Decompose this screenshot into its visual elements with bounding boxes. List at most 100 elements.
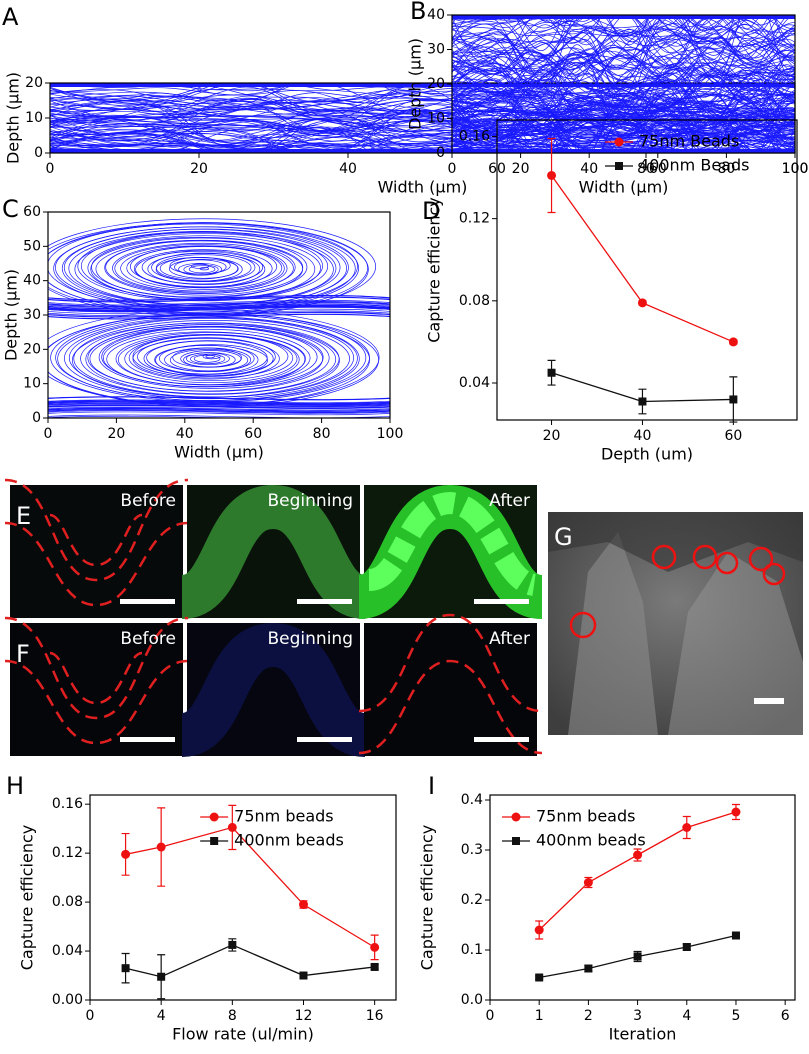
streamline xyxy=(48,310,390,316)
streamline xyxy=(452,28,795,69)
streamline xyxy=(48,311,390,317)
streamline xyxy=(48,304,390,311)
wall xyxy=(50,149,795,153)
streamline xyxy=(452,93,795,141)
marker xyxy=(682,943,691,951)
streamline xyxy=(452,15,795,42)
marker xyxy=(156,842,166,852)
x-axis-label: Depth (um) xyxy=(601,445,693,464)
streamline xyxy=(452,15,795,85)
y-tick-label: 0.08 xyxy=(459,293,490,309)
streamline xyxy=(452,15,795,56)
series-line xyxy=(551,175,734,343)
streamline xyxy=(452,55,795,119)
marker xyxy=(584,964,593,973)
streamline xyxy=(135,251,266,288)
image-tile: Beginning xyxy=(178,484,369,619)
streamline xyxy=(452,109,795,146)
streamline xyxy=(452,61,795,120)
image-label: Before xyxy=(120,491,176,511)
streamline xyxy=(48,305,390,311)
legend-label: 75nm beads xyxy=(234,807,333,826)
streamline xyxy=(48,296,390,302)
streamline xyxy=(452,113,795,142)
y-tick-label: 10 xyxy=(23,376,41,392)
streamline xyxy=(48,314,390,320)
x-tick-label: 2 xyxy=(584,1008,593,1024)
legend-label: 75nm Beads xyxy=(639,132,739,151)
x-tick-label: 20 xyxy=(107,426,125,442)
streamline xyxy=(85,324,337,395)
x-tick-label: 8 xyxy=(228,1008,237,1024)
streamline xyxy=(452,26,795,73)
legend-marker xyxy=(209,812,219,822)
streamline xyxy=(147,253,261,285)
y-tick-label: 0.0 xyxy=(461,992,483,1008)
x-tick-label: 40 xyxy=(634,428,652,444)
x-axis-label: Width (µm) xyxy=(579,178,669,197)
y-tick-label: 0 xyxy=(436,145,445,161)
streamline xyxy=(169,349,249,372)
marker xyxy=(731,931,740,940)
streamline xyxy=(117,334,300,385)
chart: 0 1 2 3 4 5 6 0.0 0.1 0.2 0.3 0.4 Iteration Capture e… xyxy=(418,772,796,1044)
streamline xyxy=(141,250,264,285)
streamline xyxy=(452,81,795,146)
streamline xyxy=(48,404,390,409)
streamline xyxy=(452,96,795,146)
streamline xyxy=(50,105,795,149)
streamline xyxy=(452,15,795,72)
streamline xyxy=(120,245,285,292)
image-label: After xyxy=(489,629,530,649)
streamline xyxy=(137,337,276,377)
legend-marker xyxy=(614,137,624,147)
y-tick-label: 40 xyxy=(23,273,41,289)
streamline xyxy=(155,254,252,282)
y-axis-label: Capture efficiency xyxy=(425,197,444,343)
streamline xyxy=(452,37,795,75)
plot-frame xyxy=(89,794,397,1001)
x-tick-label: 40 xyxy=(339,161,357,177)
streamline xyxy=(126,246,283,290)
marker xyxy=(638,397,647,406)
panel-label: E xyxy=(16,502,31,530)
legend-marker xyxy=(615,162,623,170)
streamline xyxy=(452,15,795,63)
y-tick-label: 0.08 xyxy=(52,894,83,910)
streamline xyxy=(50,120,795,153)
y-tick-label: 0.12 xyxy=(459,211,490,227)
streamline xyxy=(124,334,298,384)
x-tick-label: 80 xyxy=(637,161,655,177)
image-row-f: Before F Beginning After xyxy=(4,613,543,757)
streamline xyxy=(50,141,795,153)
streamline xyxy=(452,112,795,151)
panel-label: A xyxy=(2,3,19,31)
x-tick-label: 0 xyxy=(46,161,55,177)
y-tick-label: 20 xyxy=(25,75,43,91)
y-axis-label: Capture efficiency xyxy=(418,825,437,971)
wall xyxy=(50,83,795,87)
marker xyxy=(535,973,544,982)
y-tick-label: 0.4 xyxy=(461,792,483,808)
marker xyxy=(370,942,380,952)
x-tick-label: 60 xyxy=(649,161,667,177)
marker xyxy=(121,849,131,859)
streamline xyxy=(452,86,795,128)
streamline xyxy=(105,240,296,294)
streamline xyxy=(452,54,795,84)
streamline xyxy=(48,301,390,307)
marker xyxy=(370,962,379,971)
streamline xyxy=(48,301,390,307)
marker xyxy=(299,971,308,980)
y-axis-label: Depth (µm) xyxy=(406,38,425,130)
streamline xyxy=(50,116,795,139)
streamline xyxy=(146,340,268,375)
y-tick-label: 0.3 xyxy=(461,842,483,858)
streamline xyxy=(193,354,221,363)
y-tick-label: 40 xyxy=(427,7,445,23)
streamline xyxy=(50,115,795,151)
legend-label: 400nm beads xyxy=(536,831,646,850)
streamlines xyxy=(48,218,390,418)
